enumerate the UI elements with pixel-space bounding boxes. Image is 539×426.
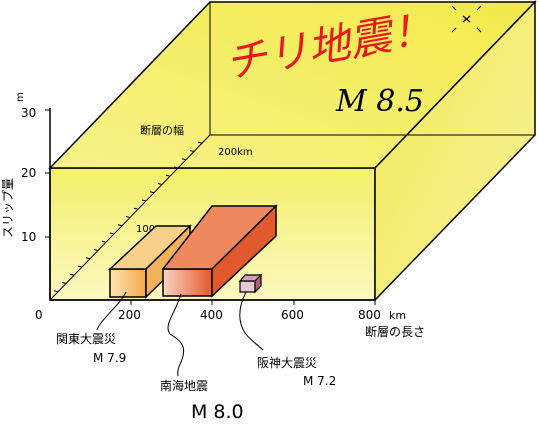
z-tick-100: 100 [136,224,155,235]
nankai-label: 南海地震 [160,378,208,393]
nankai-magnitude: M 8.0 [191,401,244,423]
length-axis: 0 200 400 600 800 km 断層の長さ [35,299,425,339]
slip-axis: 10 20 30 m スリップ量 [1,92,51,300]
width-axis-tick [101,240,107,243]
kanto-magnitude: M 7.9 [93,351,126,365]
width-axis-tick [117,224,123,227]
width-axis-tick [77,265,83,268]
hanshin-label: 阪神大震災 [257,356,317,370]
y-tick-20: 20 [21,166,36,180]
width-axis-tick [165,174,171,177]
x-tick-0: 0 [35,308,43,322]
x-tick-400: 400 [200,308,223,322]
width-axis-tick [133,207,139,210]
z-axis-label: 断層の幅 [140,123,184,137]
width-axis-tick [189,150,195,152]
hanshin-fault-block [238,273,263,294]
x-tick-800: 800 [358,308,381,322]
y-tick-10: 10 [21,230,36,244]
width-axis-tick [125,216,131,218]
leader-lines [96,291,264,377]
z-tick-200: 200km [218,147,253,158]
width-axis-tick [85,257,91,260]
width-axis-ticks [53,141,203,293]
x-tick-200: 200 [118,308,141,322]
width-axis-tick [181,158,187,161]
width-axis-tick [141,199,147,202]
x-axis-label: 断層の長さ [365,324,425,339]
title-magnitude: M 8.5 [335,84,424,119]
width-axis-tick [157,183,163,185]
x-axis-unit: km [389,309,406,322]
width-axis-tick [93,249,99,251]
hanshin-magnitude: M 7.2 [303,374,336,388]
width-axis-tick [149,191,155,194]
y-tick-30: 30 [21,106,36,120]
exclamation-burst-icon [451,5,482,33]
kanto-label: 関東大震災 [56,332,116,346]
y-axis-label: スリップ量 [1,178,15,238]
width-axis-tick [173,166,179,169]
width-axis-tick [109,232,115,235]
nankai-fault-block [161,204,278,298]
width-axis-tick [61,282,67,284]
width-axis-tick [197,141,203,144]
width-axis-tick [69,273,75,276]
width-axis-tick [53,290,59,293]
y-axis-unit: m [15,92,26,102]
x-tick-600: 600 [281,308,304,322]
